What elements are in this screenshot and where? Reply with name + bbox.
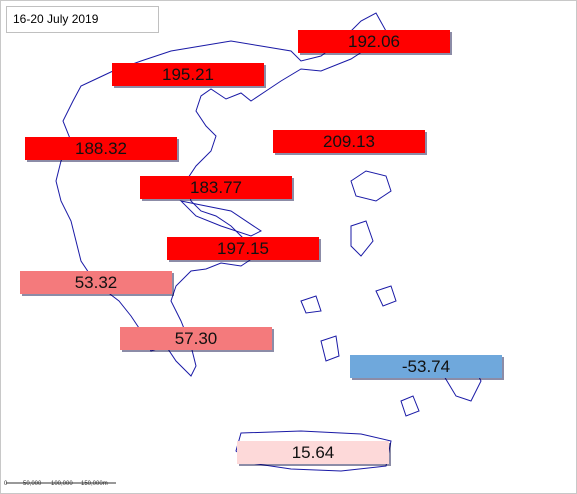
island <box>400 395 420 417</box>
island <box>375 285 397 307</box>
value-label: 192.06 <box>298 30 450 53</box>
island <box>350 220 374 257</box>
value-label: 188.32 <box>25 137 177 160</box>
value-label: 57.30 <box>120 327 272 350</box>
value-label: 53.32 <box>20 271 172 294</box>
value-label: 197.15 <box>167 237 319 260</box>
value-label: -53.74 <box>350 355 502 378</box>
island <box>300 295 322 314</box>
island <box>179 200 262 237</box>
value-label: 209.13 <box>273 130 425 153</box>
scale-label: 0 <box>4 481 8 487</box>
map-title: 16-20 July 2019 <box>6 6 159 33</box>
island <box>350 170 392 202</box>
value-label: 195.21 <box>112 63 264 86</box>
value-label: 15.64 <box>237 441 389 464</box>
value-label: 183.77 <box>140 176 292 199</box>
scale-label: 150,000m <box>81 481 108 487</box>
scale-label: 100,000 <box>51 481 73 487</box>
island <box>320 335 340 362</box>
scale-label: 50,000 <box>23 481 42 487</box>
